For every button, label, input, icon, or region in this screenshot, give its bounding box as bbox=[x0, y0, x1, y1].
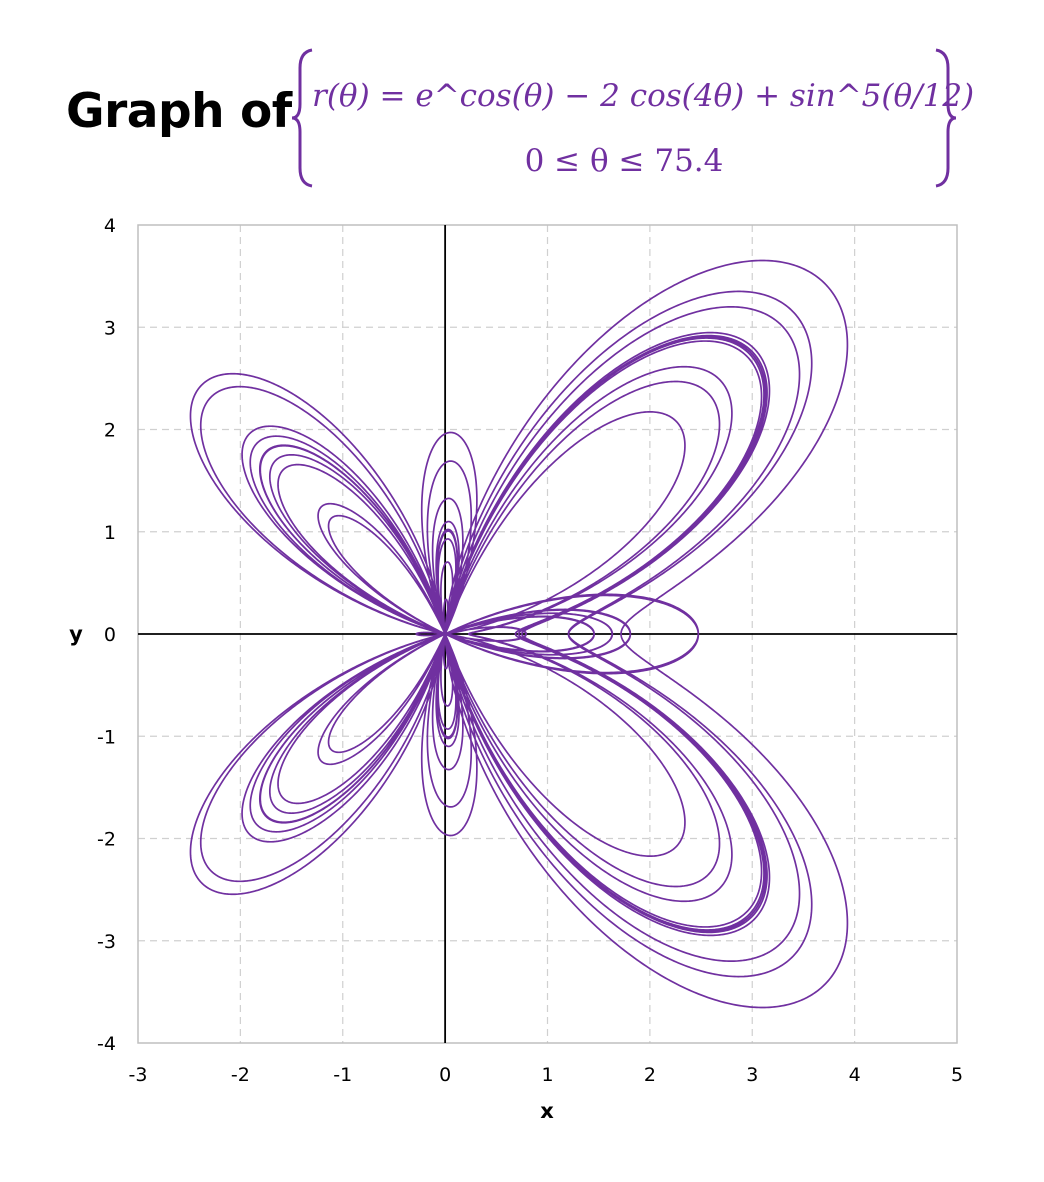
equation-text: r(θ) = e^cos(θ) − 2 cos(4θ) + sin^5(θ/12… bbox=[312, 78, 975, 114]
title-lead: Graph of bbox=[66, 84, 292, 139]
y-tick-label: -3 bbox=[97, 931, 116, 953]
equation-line: r(θ) = e^cos(θ) − 2 cos(4θ) + sin^5(θ/12… bbox=[312, 78, 974, 114]
x-tick-label: 2 bbox=[644, 1064, 656, 1086]
domain-line: 0 ≤ θ ≤ 75.4 bbox=[524, 143, 724, 179]
chart-title: Graph of r(θ) = e^cos(θ) − 2 cos(4θ) + s… bbox=[0, 0, 1044, 200]
x-tick-label: 3 bbox=[746, 1064, 758, 1086]
y-tick-label: 0 bbox=[104, 624, 116, 646]
y-tick-label: 2 bbox=[104, 420, 116, 442]
x-tick-label: 1 bbox=[541, 1064, 553, 1086]
x-tick-label: 0 bbox=[439, 1064, 451, 1086]
y-tick-label: 3 bbox=[104, 317, 116, 339]
x-tick-label: 5 bbox=[951, 1064, 963, 1086]
chart-svg: -3 -2 -1 0 1 2 3 4 5 4 3 2 1 0 -1 -2 -3 -4 x y bbox=[69, 215, 963, 1123]
y-tick-label: -2 bbox=[97, 829, 116, 851]
y-tick-label: 1 bbox=[104, 522, 116, 544]
tick-labels: -3 -2 -1 0 1 2 3 4 5 4 3 2 1 0 -1 -2 -3 -4 bbox=[97, 215, 963, 1086]
left-brace-icon bbox=[291, 48, 313, 188]
y-tick-label: 4 bbox=[104, 215, 116, 237]
x-tick-label: 4 bbox=[849, 1064, 861, 1086]
curve-series bbox=[189, 259, 849, 1009]
x-tick-label: -2 bbox=[231, 1064, 250, 1086]
y-axis-label: y bbox=[69, 622, 83, 646]
y-tick-label: -1 bbox=[97, 726, 116, 748]
right-brace-icon bbox=[935, 48, 957, 188]
y-tick-label: -4 bbox=[97, 1033, 116, 1055]
x-axis-label: x bbox=[540, 1099, 554, 1123]
x-tick-label: -3 bbox=[129, 1064, 148, 1086]
x-tick-label: -1 bbox=[333, 1064, 352, 1086]
